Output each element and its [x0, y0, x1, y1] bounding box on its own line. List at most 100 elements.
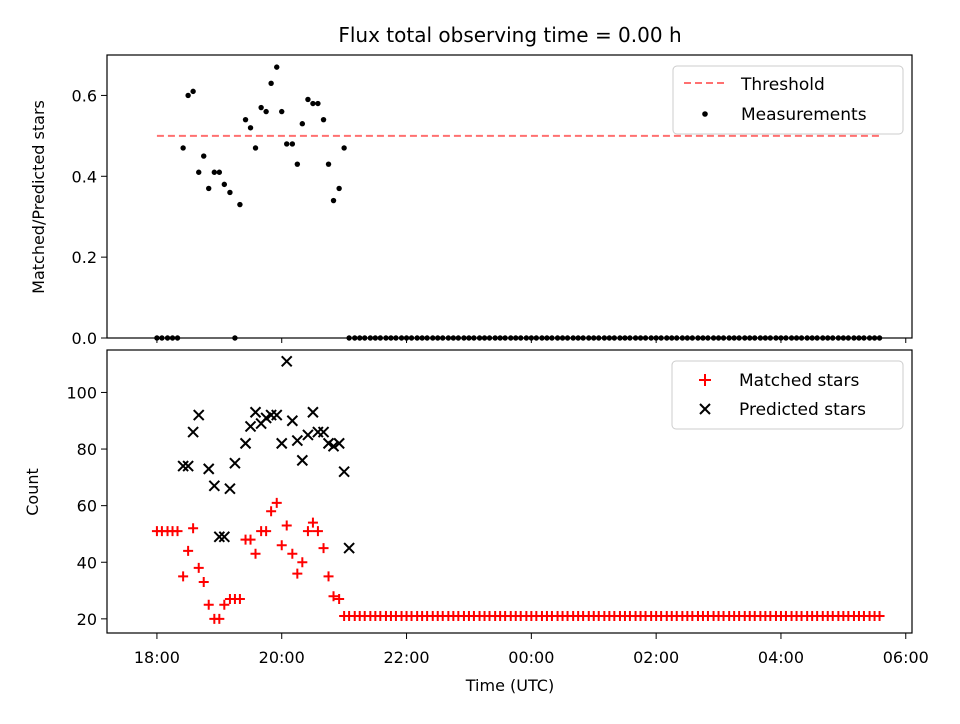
- measurement-point: [336, 185, 342, 192]
- bottom-x-tick-label: 18:00: [134, 648, 180, 667]
- bottom-panel: 20 40 60 80 100 18:00 20:00 22:00 00:00 02:00 04:…: [23, 349, 929, 695]
- predicted-star-point: [276, 437, 288, 450]
- measurement-point: [247, 125, 254, 131]
- predicted-star-point: [218, 531, 231, 543]
- measurement-point: [263, 108, 269, 115]
- matched-star-point: [276, 540, 287, 551]
- bottom-x-tick-label: 20:00: [259, 648, 305, 667]
- matched-star-point: [193, 562, 204, 573]
- top-y-tick-label: 0.0: [72, 329, 97, 348]
- measurement-point: [242, 116, 249, 123]
- bottom-axes-frame: [106, 349, 913, 634]
- bottom-x-ticks: 18:00 20:00 22:00 00:00 02:00 04:00 06:00: [134, 633, 929, 667]
- predicted-star-point: [213, 531, 226, 543]
- matched-star-point: [318, 543, 329, 554]
- measurement-point: [185, 92, 191, 99]
- matched-star-point: [250, 548, 261, 559]
- measurement-point: [258, 104, 264, 111]
- measurement-point: [325, 161, 332, 167]
- predicted-star-point: [229, 457, 241, 469]
- bottom-x-tick-label: 22:00: [383, 648, 429, 667]
- predicted-star-point: [296, 454, 309, 467]
- bottom-y-tick-label: 80: [77, 440, 97, 459]
- predicted-star-point: [193, 409, 205, 421]
- measurement-point: [294, 161, 301, 167]
- measurement-point: [216, 169, 223, 175]
- predicted-star-point: [338, 465, 350, 478]
- predicted-star-point: [286, 415, 299, 427]
- top-legend-box: [672, 65, 904, 135]
- measurement-point: [252, 145, 259, 151]
- bottom-y-ticks: 20 40 60 80 100: [66, 383, 107, 629]
- bottom-y-tick-label: 100: [66, 383, 97, 402]
- predicted-star-point: [291, 434, 304, 447]
- measurement-point: [289, 141, 296, 147]
- bottom-y-tick-label: 60: [77, 497, 97, 516]
- legend-predicted-swatch: [699, 403, 711, 415]
- measurement-point: [227, 189, 233, 196]
- predicted-star-point: [271, 409, 283, 421]
- matched-star-point: [271, 497, 282, 508]
- measurement-point: [237, 201, 243, 208]
- legend-predicted-label: Predicted stars: [739, 400, 866, 420]
- top-y-tick-label: 0.4: [72, 167, 97, 186]
- matched-star-point: [261, 526, 272, 537]
- predicted-star-point: [187, 426, 199, 438]
- bottom-legend: Matched stars Predicted stars: [671, 360, 904, 430]
- matched-star-point: [307, 517, 318, 528]
- predicted-star-point: [307, 406, 319, 418]
- top-legend: Threshold Measurements: [672, 65, 904, 135]
- predicted-star-point: [317, 426, 330, 438]
- measurement-point: [330, 197, 337, 204]
- predicted-star-point: [182, 460, 194, 472]
- top-panel: 0.0 0.2 0.4 0.6 Matched/Predicted stars Thr…: [29, 54, 913, 348]
- predicted-star-point: [343, 542, 355, 554]
- matched-star-point: [328, 591, 339, 602]
- bottom-y-axis-label: Count: [23, 468, 42, 516]
- matched-star-point: [323, 571, 334, 582]
- legend-measurements-swatch: [702, 111, 708, 117]
- top-y-ticks: 0.0 0.2 0.4 0.6: [72, 86, 107, 348]
- measurement-point: [268, 80, 274, 87]
- measurement-point: [196, 169, 202, 175]
- measurement-point: [190, 88, 196, 95]
- matched-star-point: [178, 571, 189, 582]
- matched-star-point: [266, 506, 277, 517]
- legend-matched-label: Matched stars: [739, 371, 859, 391]
- predicted-star-point: [327, 440, 340, 452]
- top-y-tick-label: 0.6: [72, 86, 97, 105]
- predicted-star-point: [203, 463, 215, 475]
- matched-star-point: [234, 594, 245, 605]
- measurement-point: [201, 153, 207, 159]
- matched-star-point: [203, 599, 214, 610]
- predicted-star-point: [333, 437, 345, 450]
- measurement-point: [274, 64, 280, 70]
- measurement-point: [299, 121, 306, 127]
- predicted-star-point: [249, 406, 262, 418]
- measurement-point: [279, 108, 285, 115]
- measurement-point: [206, 185, 212, 192]
- matched-star-point: [198, 577, 209, 588]
- top-y-axis-label: Matched/Predicted stars: [29, 100, 48, 294]
- measurement-point: [341, 145, 347, 151]
- matched-star-point: [874, 611, 885, 622]
- measurement-point: [221, 181, 228, 188]
- matched-star-point: [297, 557, 308, 568]
- matched-star-point: [219, 599, 230, 610]
- bottom-x-tick-label: 06:00: [883, 648, 929, 667]
- top-x-ticks: [156, 338, 907, 343]
- legend-threshold-label: Threshold: [740, 75, 825, 95]
- matched-star-point: [245, 534, 256, 545]
- matched-star-point: [287, 548, 298, 559]
- bottom-x-tick-label: 04:00: [758, 648, 804, 667]
- matched-star-point: [188, 523, 199, 534]
- measurement-point: [320, 116, 327, 123]
- predicted-star-point: [302, 429, 314, 441]
- matched-star-point: [334, 594, 345, 605]
- matched-star-point: [183, 545, 194, 556]
- measurement-point: [310, 100, 316, 107]
- matched-star-point: [281, 520, 292, 531]
- chart-title: Flux total observing time = 0.00 h: [338, 23, 681, 47]
- measurement-point: [180, 145, 186, 151]
